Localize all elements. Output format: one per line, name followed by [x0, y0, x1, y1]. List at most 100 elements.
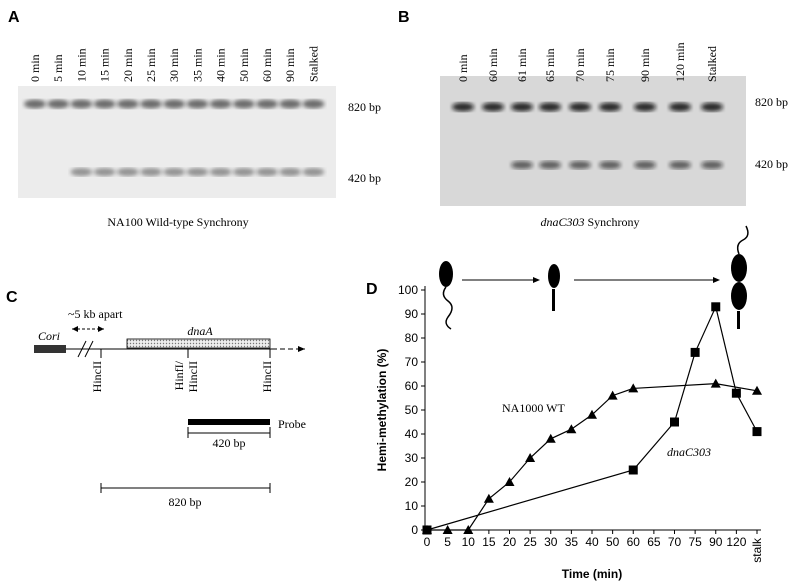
marker — [483, 493, 494, 503]
band — [186, 168, 209, 176]
fragment-label: 820 bp — [169, 495, 202, 509]
panel-label: C — [6, 289, 18, 306]
band — [256, 168, 278, 176]
x-tick-label: 65 — [647, 535, 661, 549]
band — [140, 99, 162, 109]
lane-label: 10 min — [74, 48, 88, 82]
band — [116, 168, 139, 176]
marker — [670, 417, 679, 427]
series-label: NA1000 WT — [502, 401, 565, 415]
y-tick-label: 40 — [405, 427, 419, 441]
origin-box — [34, 345, 66, 353]
site: HincII — [186, 361, 200, 392]
lane-label: 0 min — [28, 54, 42, 82]
x-tick-label: 5 — [444, 535, 451, 549]
band-label: 420 bp — [348, 171, 381, 185]
x-tick-label: stalk — [750, 537, 764, 563]
caption: dnaC303 Synchrony — [540, 215, 639, 229]
band — [482, 102, 504, 112]
band-label: 820 bp — [348, 100, 381, 114]
marker — [463, 525, 474, 534]
site: HinfI/ — [172, 360, 186, 390]
y-tick-label: 80 — [405, 331, 419, 345]
lane-label: 90 min — [638, 48, 652, 82]
lane-label: Stalked — [705, 46, 719, 82]
y-tick-label: 20 — [405, 475, 419, 489]
x-tick-label: 10 — [462, 535, 476, 549]
lane-label: 40 min — [214, 48, 228, 82]
band — [163, 99, 186, 109]
y-tick-label: 10 — [405, 499, 419, 513]
band — [634, 161, 656, 169]
lane-label: 15 min — [98, 48, 112, 82]
band — [511, 102, 533, 112]
lane-label: 60 min — [486, 48, 500, 82]
x-tick-label: 70 — [668, 535, 682, 549]
lane-label: 20 min — [121, 48, 135, 82]
band — [93, 168, 116, 176]
marker — [525, 453, 536, 462]
lane-label: 5 min — [51, 54, 65, 82]
x-tick-label: 15 — [482, 535, 496, 549]
y-tick-label: 70 — [405, 355, 419, 369]
panel-label: D — [366, 281, 378, 298]
band — [599, 102, 621, 112]
lane-label: 120 min — [673, 42, 687, 82]
lane-label: 65 min — [543, 48, 557, 82]
band — [302, 168, 325, 176]
band — [163, 168, 186, 176]
marker — [422, 525, 432, 535]
band-label: 420 bp — [755, 157, 788, 171]
y-tick-label: 50 — [405, 403, 419, 417]
x-tick-label: 75 — [688, 535, 702, 549]
lane-label: 61 min — [515, 48, 529, 82]
lane-label: 90 min — [283, 48, 297, 82]
panel-label: A — [8, 9, 20, 26]
probe — [188, 419, 270, 425]
x-tick-label: 40 — [585, 535, 599, 549]
band — [116, 99, 139, 109]
band — [279, 99, 302, 109]
band — [70, 99, 93, 109]
marker — [711, 302, 721, 312]
x-tick-label: 60 — [627, 535, 641, 549]
band — [209, 168, 232, 176]
marker — [752, 427, 762, 437]
lane-label: 35 min — [190, 48, 204, 82]
y-axis-label: Hemi-methylation (%) — [375, 349, 389, 472]
x-axis-label: Time (min) — [562, 567, 622, 581]
marker — [587, 409, 597, 419]
x-tick-label: 30 — [544, 535, 558, 549]
marker — [690, 347, 700, 357]
gene-box — [126, 338, 271, 349]
distance: ~5 kb apart — [68, 307, 123, 321]
gel — [440, 76, 746, 206]
lane-label: Stalked — [306, 46, 320, 82]
band — [539, 102, 561, 112]
x-tick-label: 50 — [606, 535, 620, 549]
probe-label: Probe — [278, 417, 306, 431]
x-tick-label: 120 — [726, 535, 746, 549]
x-tick-label: 0 — [424, 535, 431, 549]
marker — [731, 388, 741, 398]
marker — [752, 385, 762, 395]
x-tick-label: 35 — [565, 535, 579, 549]
lane-label: 75 min — [603, 48, 617, 82]
band — [599, 161, 621, 169]
band — [232, 168, 255, 176]
marker — [504, 477, 515, 486]
arrowhead — [298, 346, 305, 352]
band — [209, 99, 232, 109]
marker — [710, 378, 721, 388]
y-tick-label: 60 — [405, 379, 419, 393]
break — [77, 340, 87, 358]
band — [140, 168, 162, 176]
lane-label: 50 min — [237, 48, 251, 82]
band — [569, 102, 591, 112]
y-tick-label: 30 — [405, 451, 419, 465]
marker — [545, 433, 556, 443]
lane-label: 70 min — [573, 48, 587, 82]
band — [186, 99, 209, 109]
band — [669, 102, 691, 112]
